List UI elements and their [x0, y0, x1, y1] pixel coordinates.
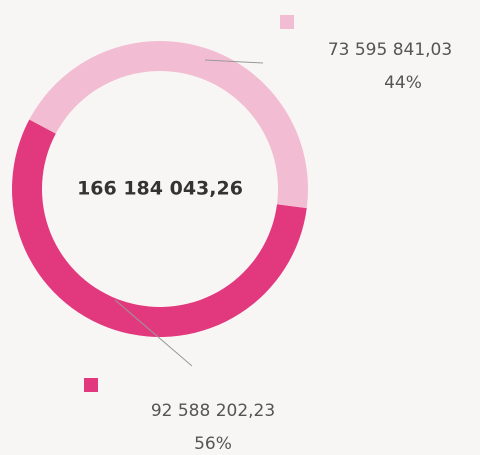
- legend-swatch: [280, 15, 294, 29]
- leader-line: [114, 299, 193, 367]
- donut-segment: [29, 40, 309, 209]
- value-label: 73 595 841,03: [328, 40, 452, 60]
- leader-line: [204, 59, 264, 64]
- donut-segment: [12, 119, 307, 337]
- center-label: 166 184 043,26: [77, 178, 243, 200]
- value-label: 92 588 202,23: [151, 401, 275, 421]
- percent-label: 44%: [384, 73, 422, 93]
- percent-label: 56%: [194, 434, 232, 454]
- legend-swatch: [84, 378, 98, 392]
